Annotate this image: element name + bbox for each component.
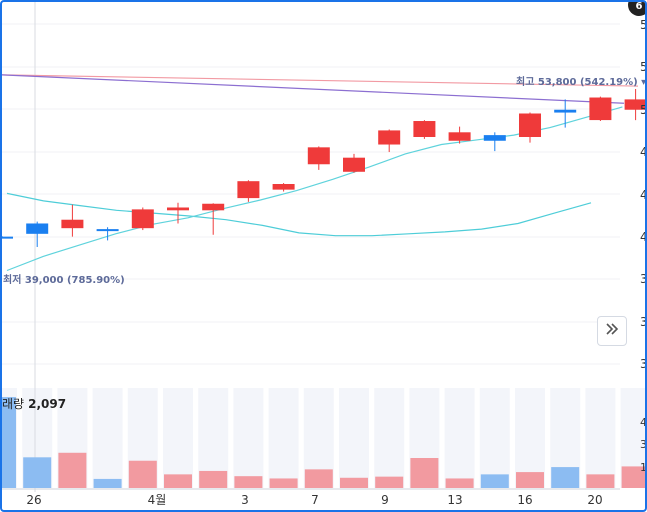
high-annotation: 최고 53,800 (542.19%) ▾	[516, 75, 645, 88]
y-axis-tick-label: 3	[640, 315, 645, 329]
volume-bar	[304, 469, 333, 488]
volume-bar	[269, 478, 298, 488]
volume-bar	[621, 466, 645, 488]
candle-body	[167, 207, 189, 211]
x-axis-tick-label: 7	[311, 493, 319, 507]
x-axis-tick-label: 9	[381, 493, 389, 507]
volume-bar	[58, 452, 87, 488]
volume-bg-column	[515, 388, 545, 488]
candle-body	[61, 219, 84, 229]
x-axis-tick-label: 3	[241, 493, 249, 507]
volume-bar	[586, 474, 615, 488]
volume-bg-column	[163, 388, 193, 488]
volume-bg-column	[479, 388, 510, 488]
trend-line-high	[2, 74, 639, 87]
y-axis-tick-label: 4	[640, 145, 645, 159]
y-axis-tick-label: 3	[640, 272, 645, 286]
volume-bar	[2, 397, 16, 488]
volume-axis-tick-label: 4	[640, 416, 645, 429]
candle-body	[448, 132, 471, 141]
volume-bar	[199, 470, 228, 488]
candle-body	[202, 203, 225, 211]
candle-body	[307, 147, 330, 165]
low-annotation: 최저 39,000 (785.90%)	[3, 273, 125, 286]
y-axis-tick-label: 4	[640, 188, 645, 202]
expand-chart-button[interactable]	[597, 316, 627, 346]
candle-body	[272, 184, 295, 190]
candle-body	[131, 209, 154, 229]
volume-bar	[516, 472, 544, 488]
double-chevron-right-icon	[604, 321, 620, 341]
candle-body	[554, 109, 577, 113]
volume-bar	[410, 458, 439, 488]
volume-bar	[375, 476, 404, 488]
candle-body	[589, 97, 612, 121]
x-axis-tick-label: 13	[447, 493, 462, 507]
volume-title: 래량	[2, 397, 25, 411]
y-axis-tick-label: 4	[640, 230, 645, 244]
volume-bar	[23, 457, 52, 488]
corner-badge: 6	[628, 2, 645, 16]
y-axis-tick-label: 5	[640, 18, 645, 32]
volume-value: 2,097	[28, 397, 67, 411]
candle-body	[378, 130, 401, 145]
volume-bg-column	[339, 388, 369, 488]
x-axis-tick-label: 4월	[148, 493, 167, 507]
x-axis-tick-label: 26	[26, 493, 41, 507]
volume-bar	[551, 467, 580, 488]
y-axis-tick-label: 5	[640, 103, 645, 117]
candle-body	[624, 99, 645, 110]
y-axis-tick-label: 5	[640, 60, 645, 74]
volume-bg-column	[585, 388, 616, 488]
candle-body	[519, 113, 541, 137]
candle-body	[237, 181, 260, 199]
x-axis-tick-label: 20	[587, 493, 602, 507]
candle-body	[483, 135, 506, 141]
volume-bg-column	[92, 388, 123, 488]
x-axis-tick-label: 16	[517, 493, 532, 507]
volume-bar	[234, 476, 263, 488]
volume-bar	[128, 460, 157, 488]
candle-body	[26, 223, 49, 234]
candle-body	[413, 121, 436, 137]
volume-bar	[445, 478, 474, 488]
volume-bg-column	[374, 388, 405, 488]
volume-bar	[340, 477, 368, 488]
volume-bg-column	[444, 388, 475, 488]
volume-label: 래량 2,097	[2, 395, 66, 412]
candle-body	[2, 236, 13, 239]
volume-bar	[164, 474, 192, 488]
volume-bg-column	[268, 388, 299, 488]
candle-body	[96, 229, 119, 232]
volume-axis-tick-label: 1	[640, 461, 645, 474]
volume-bar	[93, 478, 122, 488]
trend-line-purple	[2, 74, 625, 104]
volume-bar	[480, 474, 509, 488]
volume-axis-tick-label: 3	[640, 438, 645, 451]
moving-average-line-short	[6, 192, 592, 237]
candle-body	[343, 157, 365, 172]
volume-bg-column	[233, 388, 264, 488]
y-axis-tick-label: 3	[640, 357, 645, 371]
